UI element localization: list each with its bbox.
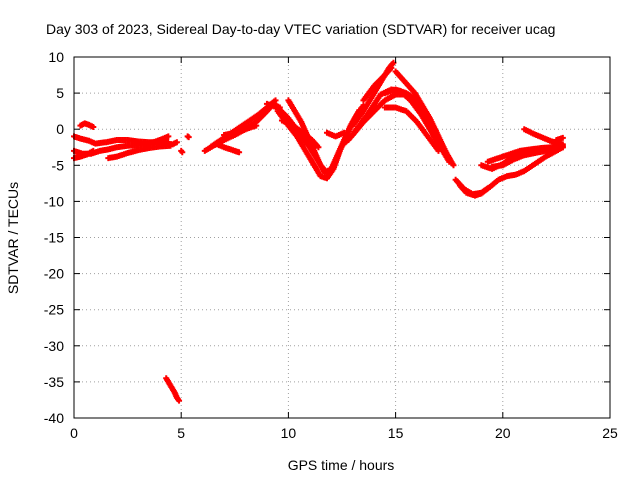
- data-point: [388, 64, 395, 71]
- data-point: [553, 146, 560, 153]
- data-point: [435, 147, 442, 154]
- data-point: [179, 149, 186, 156]
- y-tick-label: -20: [44, 266, 64, 282]
- series-arc-13: [221, 122, 260, 138]
- y-tick-label: -25: [44, 302, 64, 318]
- y-tick-label: -30: [44, 338, 64, 354]
- y-axis-label: SDTVAR / TECUs: [5, 182, 21, 294]
- series-arc-09: [163, 375, 183, 404]
- data-point: [185, 134, 192, 141]
- data-point: [176, 397, 183, 404]
- series-arc-24: [392, 68, 457, 169]
- data-point: [323, 169, 330, 176]
- data-point: [236, 149, 243, 156]
- y-tick-label: 10: [48, 49, 64, 65]
- y-tick-label: -10: [44, 193, 64, 209]
- x-axis-label: GPS time / hours: [288, 457, 395, 473]
- series-arc-08: [184, 133, 192, 141]
- series-arc-23: [381, 86, 421, 104]
- x-tick-label: 25: [602, 425, 618, 441]
- series-arc-17: [278, 117, 322, 151]
- y-tick-label: -35: [44, 374, 64, 390]
- data-point: [315, 144, 322, 151]
- data-point: [484, 185, 491, 192]
- series-arc-12: [212, 140, 243, 156]
- series-arc-27: [456, 182, 491, 199]
- data-point: [341, 129, 348, 136]
- x-tick-label: 0: [70, 425, 78, 441]
- axis-ticks: 0 5 10 15 20 25 -40 -35 -30 -25 -20 -15 -10 -5 0 5 10: [44, 49, 618, 441]
- chart-title: Day 303 of 2023, Sidereal Day-to-day VTE…: [46, 21, 555, 37]
- y-tick-label: -5: [52, 157, 65, 173]
- grid-lines: [74, 57, 610, 418]
- x-tick-label: 15: [388, 425, 404, 441]
- series-arc-03: [71, 147, 97, 162]
- y-tick-label: -40: [44, 410, 64, 426]
- data-point: [173, 139, 180, 146]
- data-point: [253, 122, 260, 129]
- y-tick-label: 0: [56, 121, 64, 137]
- data-point: [450, 162, 457, 169]
- y-tick-label: 5: [56, 85, 64, 101]
- series-arc-31: [521, 126, 566, 148]
- series-arc-04: [77, 120, 97, 131]
- data-point: [559, 134, 566, 141]
- data-point: [165, 133, 172, 140]
- series-arc-30: [489, 146, 560, 170]
- x-tick-label: 5: [177, 425, 185, 441]
- x-tick-label: 10: [281, 425, 297, 441]
- data-point: [272, 97, 279, 104]
- data-point: [90, 124, 97, 131]
- series-arc-22: [360, 64, 395, 104]
- data-point: [559, 141, 566, 148]
- series-arc-32: [553, 134, 566, 144]
- series-arc-25: [381, 104, 442, 154]
- data-series: [71, 59, 566, 404]
- y-tick-label: -15: [44, 230, 64, 246]
- data-point: [90, 147, 97, 154]
- x-tick-label: 20: [495, 425, 511, 441]
- series-arc-06: [156, 137, 180, 148]
- series-arc-18: [323, 129, 348, 140]
- series-arc-07: [178, 147, 186, 156]
- series-arc-02: [71, 133, 172, 157]
